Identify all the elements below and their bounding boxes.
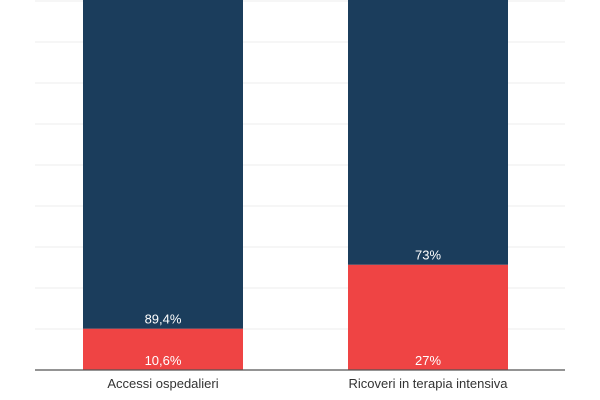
- bar-segment-upper-2: [348, 0, 508, 265]
- bar-segment-lower-2: [348, 264, 508, 370]
- category-label: Ricoveri in terapia intensiva: [349, 376, 509, 391]
- data-label: 89,4%: [145, 312, 182, 327]
- bars: [83, 0, 508, 370]
- category-labels: Accessi ospedalieri Ricoveri in terapia i…: [107, 376, 508, 391]
- bar-segment-upper-1: [83, 0, 243, 329]
- data-label: 10,6%: [145, 353, 182, 368]
- data-label: 73%: [415, 248, 441, 263]
- data-labels: 10,6% 89,4% 27% 73%: [145, 248, 442, 368]
- category-label: Accessi ospedalieri: [107, 376, 218, 391]
- bar-segment-lower-1: [83, 328, 243, 370]
- data-label: 27%: [415, 353, 441, 368]
